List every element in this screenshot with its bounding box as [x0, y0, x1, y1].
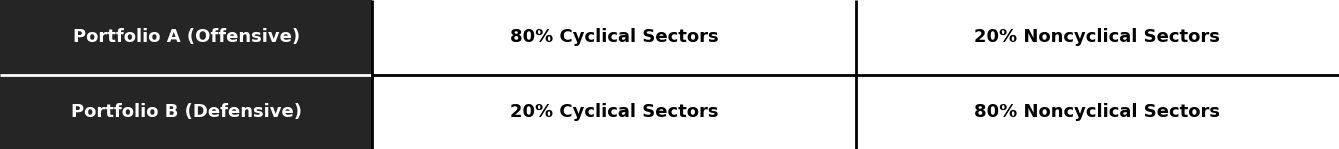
Text: 80% Cyclical Sectors: 80% Cyclical Sectors: [510, 28, 718, 46]
Bar: [856, 74, 1339, 149]
Bar: [0, 74, 372, 149]
Bar: [372, 74, 856, 149]
Bar: [856, 0, 1339, 74]
Text: Portfolio A (Offensive): Portfolio A (Offensive): [72, 28, 300, 46]
Bar: [372, 0, 856, 74]
Text: 20% Noncyclical Sectors: 20% Noncyclical Sectors: [975, 28, 1220, 46]
Text: 20% Cyclical Sectors: 20% Cyclical Sectors: [510, 103, 718, 121]
Bar: [0, 0, 372, 74]
Text: 80% Noncyclical Sectors: 80% Noncyclical Sectors: [975, 103, 1220, 121]
Text: Portfolio B (Defensive): Portfolio B (Defensive): [71, 103, 301, 121]
